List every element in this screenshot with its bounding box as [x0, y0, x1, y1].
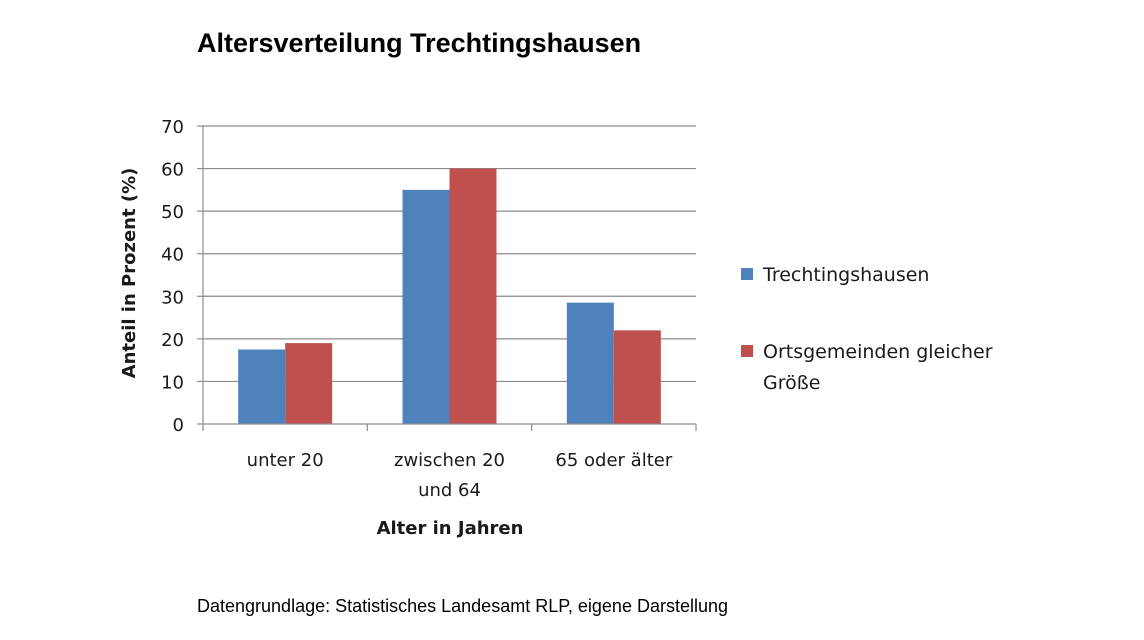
x-tick-label: zwischen 20	[394, 450, 505, 471]
legend-label: Ortsgemeinden gleicher	[763, 341, 993, 363]
x-tick-label: und 64	[418, 480, 481, 501]
legend-swatch	[741, 345, 753, 357]
y-tick-label: 20	[161, 330, 184, 351]
y-tick-label: 30	[161, 287, 184, 308]
x-tick-label: unter 20	[247, 450, 324, 471]
y-tick-label: 0	[173, 415, 184, 436]
bar-trechtingshausen-2	[566, 302, 614, 424]
x-axis-title: Alter in Jahren	[377, 518, 524, 539]
y-tick-label: 50	[161, 202, 184, 223]
bar-trechtingshausen-1	[402, 189, 450, 424]
y-tick-label: 40	[161, 245, 184, 266]
y-axis-title: Anteil in Prozent (%)	[119, 168, 140, 379]
bar-trechtingshausen-0	[238, 349, 286, 424]
y-tick-label: 70	[161, 117, 184, 138]
legend-label: Größe	[763, 372, 820, 394]
y-tick-label: 10	[161, 372, 184, 393]
legend-label: Trechtingshausen	[762, 264, 929, 286]
bar-chart: 0 10 20 30 40 50 60 70 unter 20 zwischen 20 und 64…	[119, 117, 993, 539]
y-tick-label: 60	[161, 160, 184, 181]
axes: 0 10 20 30 40 50 60 70 unter 20 zwischen 20 und 64…	[161, 117, 697, 501]
source-note: Datengrundlage: Statistisches Landesamt …	[197, 596, 728, 616]
x-tick-label: 65 oder älter	[555, 450, 672, 471]
bar-ortsgemeinden-1	[449, 168, 497, 424]
bar-ortsgemeinden-0	[285, 343, 333, 424]
bar-ortsgemeinden-2	[613, 330, 661, 424]
chart-title: Altersverteilung Trechtingshausen	[197, 28, 642, 58]
legend-swatch	[741, 268, 753, 280]
legend: Trechtingshausen Ortsgemeinden gleicher Gr…	[741, 264, 993, 394]
bars	[238, 168, 661, 424]
